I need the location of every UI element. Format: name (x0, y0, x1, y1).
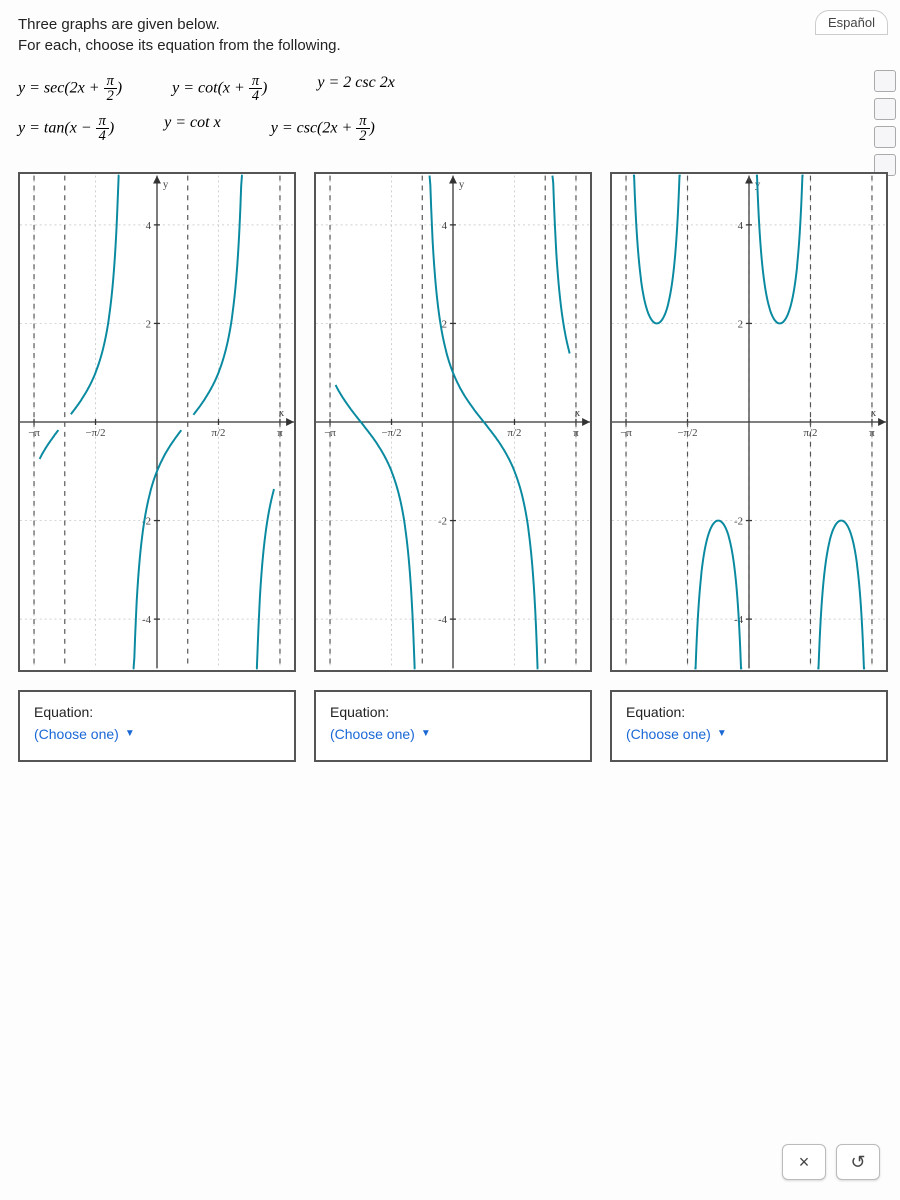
equation-option-4: y = tan​(x − π4) (18, 114, 114, 144)
side-icon[interactable] (874, 98, 896, 120)
svg-text:y: y (163, 178, 169, 190)
equation-option-2: y = cot​(x + π4) (172, 74, 267, 104)
answer-box-3: Equation: (Choose one) ▼ (610, 690, 888, 762)
answer-label: Equation: (330, 704, 576, 720)
graph-svg-2: xy−π−π/2π/2π-4-224 (316, 174, 590, 670)
svg-text:π/2: π/2 (212, 426, 226, 438)
equation-dropdown-1[interactable]: (Choose one) ▼ (34, 726, 135, 742)
clear-button[interactable]: × (782, 1144, 826, 1180)
graph-svg-1: xy−π−π/2π/2π-4-224 (20, 174, 294, 670)
svg-text:y: y (459, 178, 465, 190)
intro-line-2: For each, choose its equation from the f… (18, 35, 882, 56)
equation-option-6: y = csc​(2x + π2) (271, 114, 375, 144)
graph-svg-3: xy−π−π/2π/2π-4-224 (612, 174, 886, 670)
chevron-down-icon: ▼ (717, 728, 727, 739)
svg-text:-4: -4 (438, 614, 448, 626)
svg-text:π/2: π/2 (508, 426, 522, 438)
chevron-down-icon: ▼ (125, 728, 135, 739)
svg-text:4: 4 (442, 219, 448, 231)
svg-text:4: 4 (146, 219, 152, 231)
answer-box-2: Equation: (Choose one) ▼ (314, 690, 592, 762)
svg-text:2: 2 (442, 318, 447, 330)
graph-panel-2: xy−π−π/2π/2π-4-224 (314, 172, 592, 672)
answer-box-1: Equation: (Choose one) ▼ (18, 690, 296, 762)
svg-text:4: 4 (738, 219, 744, 231)
dropdown-text: (Choose one) (626, 726, 711, 742)
side-icon[interactable] (874, 126, 896, 148)
problem-intro: Three graphs are given below. For each, … (18, 14, 882, 56)
answer-label: Equation: (34, 704, 280, 720)
equation-option-5: y = cot x (164, 114, 221, 144)
dropdown-text: (Choose one) (34, 726, 119, 742)
intro-line-1: Three graphs are given below. (18, 14, 882, 35)
side-icon[interactable] (874, 70, 896, 92)
svg-text:2: 2 (146, 318, 151, 330)
equation-dropdown-2[interactable]: (Choose one) ▼ (330, 726, 431, 742)
chevron-down-icon: ▼ (421, 728, 431, 739)
svg-text:−π/2: −π/2 (86, 426, 106, 438)
svg-text:-2: -2 (734, 515, 743, 527)
side-tool-icons (874, 70, 896, 176)
svg-text:−π/2: −π/2 (382, 426, 402, 438)
svg-text:2: 2 (738, 318, 743, 330)
graph-panel-3: xy−π−π/2π/2π-4-224 (610, 172, 888, 672)
svg-text:-2: -2 (438, 515, 447, 527)
answer-label: Equation: (626, 704, 872, 720)
language-button[interactable]: Español (815, 10, 888, 35)
reset-button[interactable]: ↺ (836, 1144, 880, 1180)
equation-dropdown-3[interactable]: (Choose one) ▼ (626, 726, 727, 742)
svg-text:-4: -4 (142, 614, 152, 626)
equation-option-1: y = sec​(2x + π2) (18, 74, 122, 104)
graph-panel-1: xy−π−π/2π/2π-4-224 (18, 172, 296, 672)
dropdown-text: (Choose one) (330, 726, 415, 742)
equation-option-3: y = 2 csc 2x (317, 74, 394, 104)
